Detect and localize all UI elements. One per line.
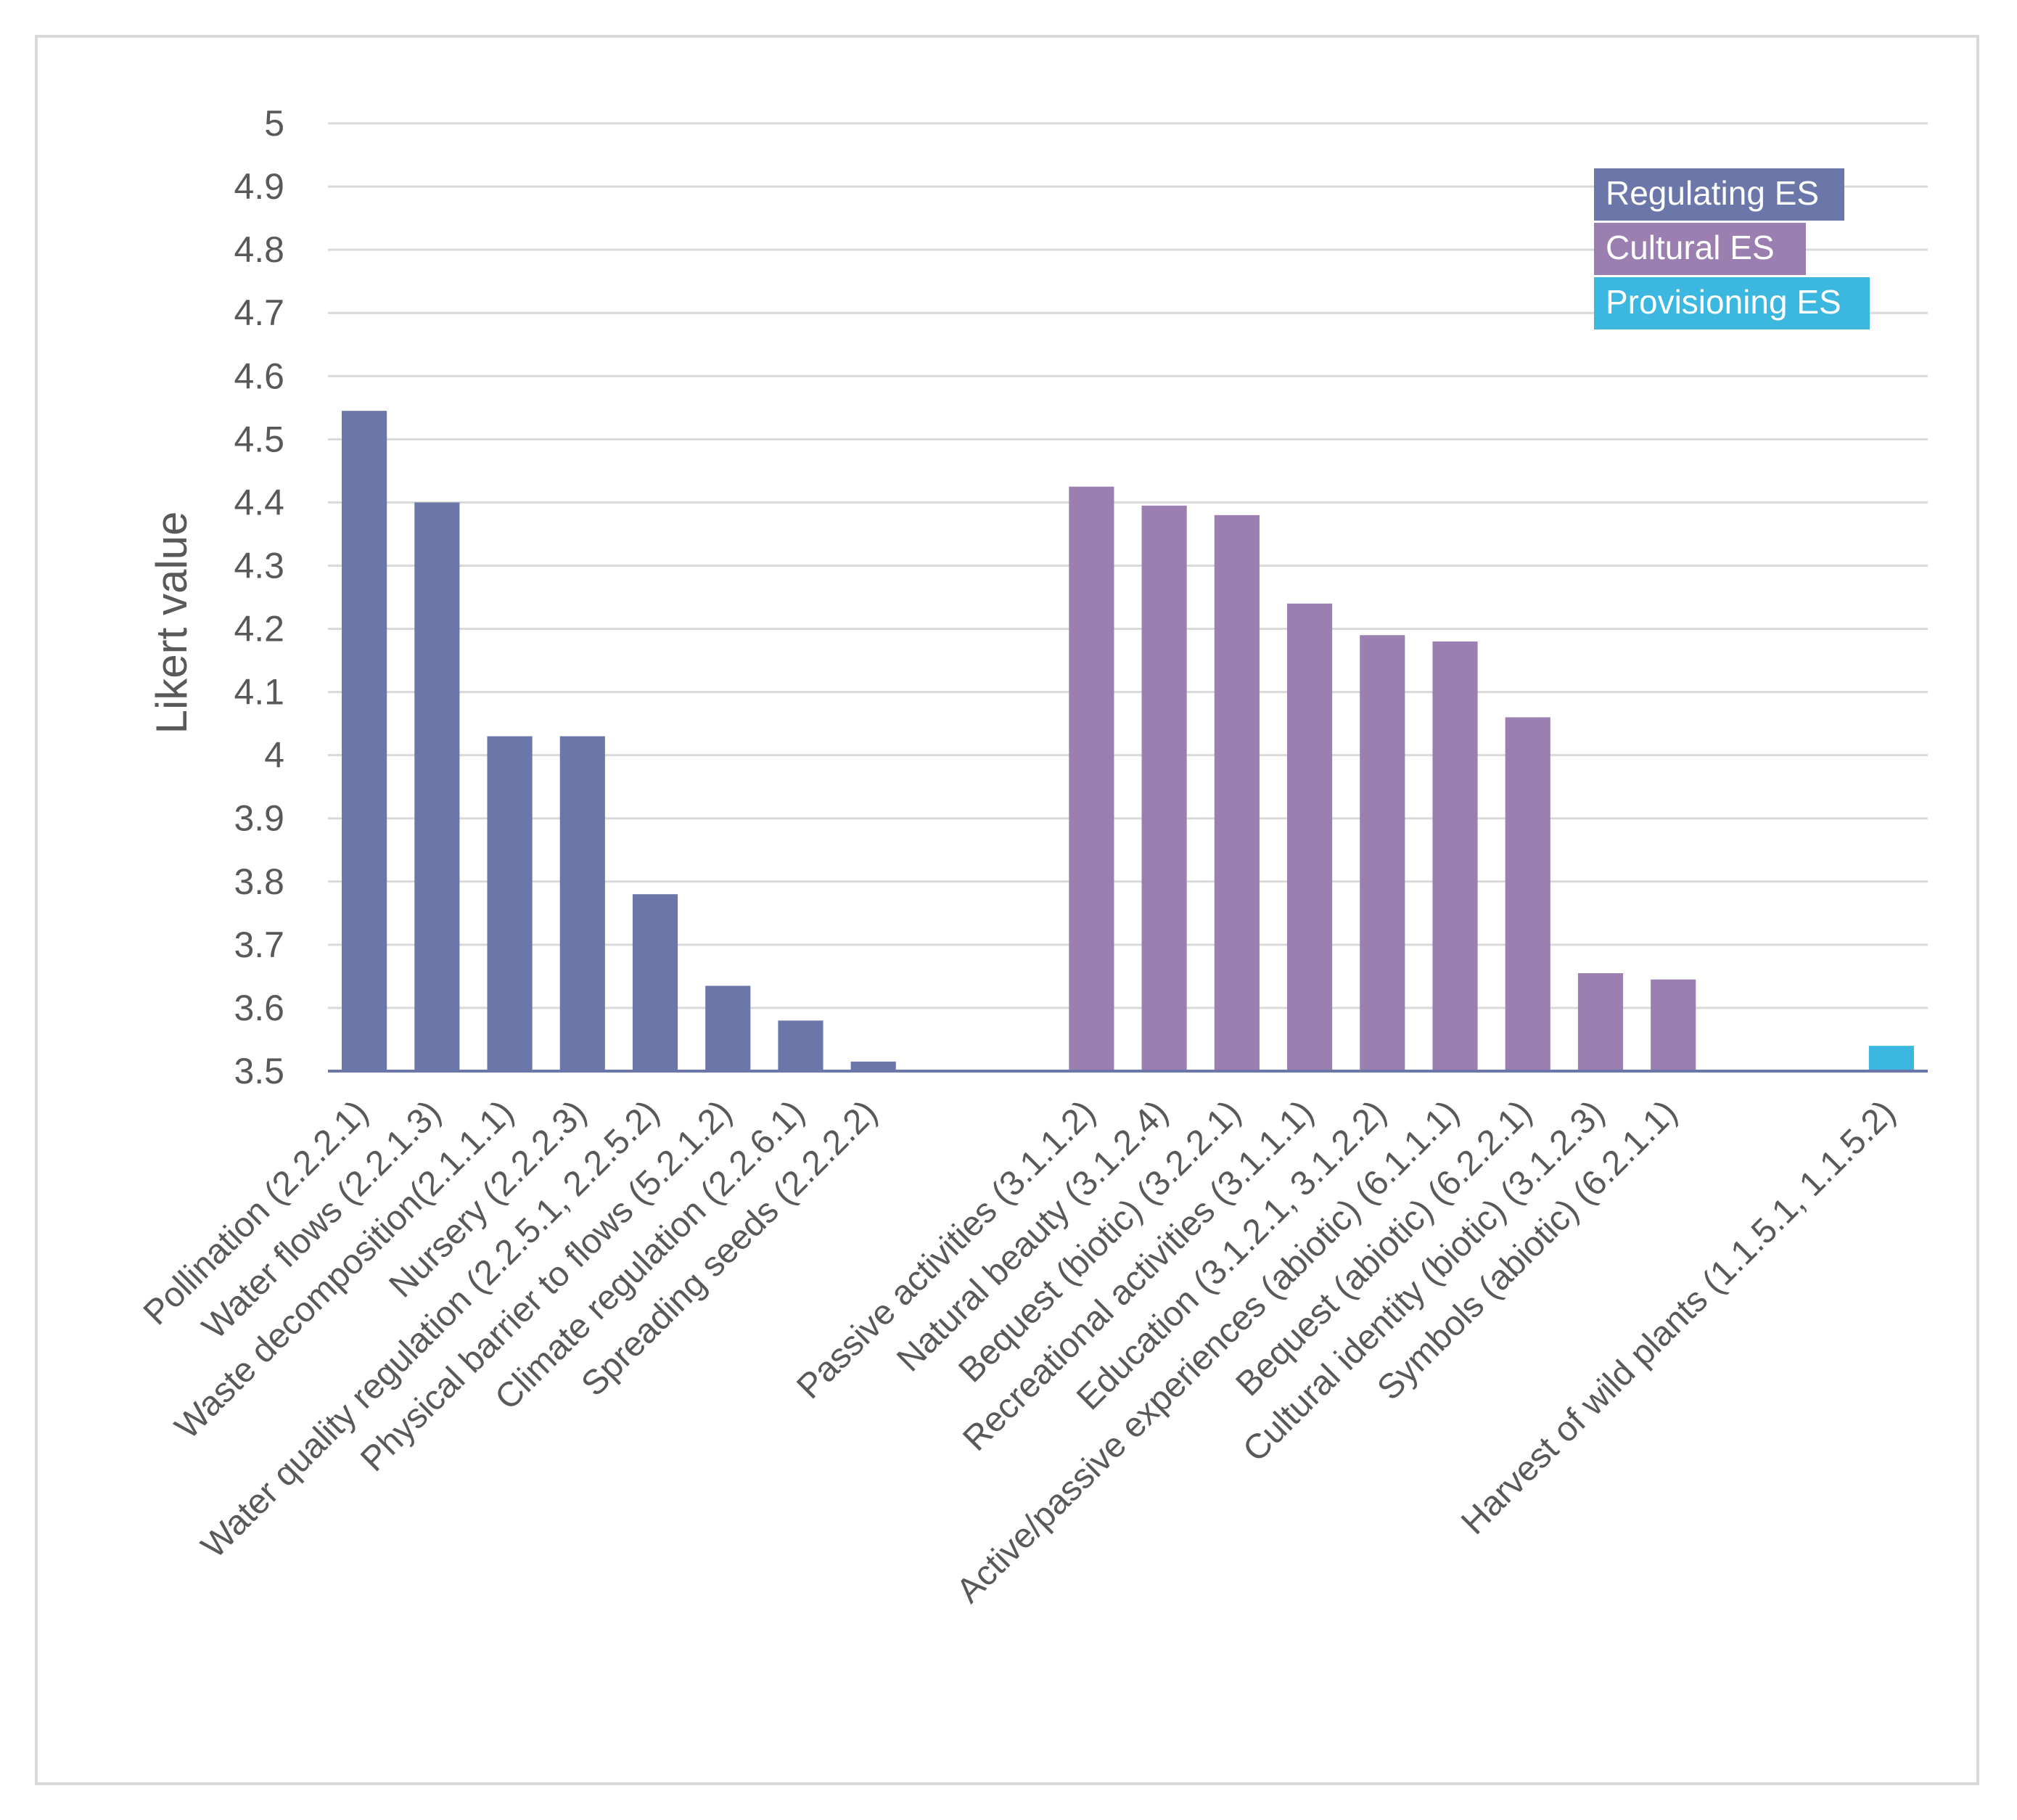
y-tick-label: 4.4	[234, 482, 284, 522]
bar-chart: 3.5 3.6 3.7 3.8 3.9 4 4.1 4.2 4.3 4.4 4.5 4.6 4.7 4.8…	[136, 103, 1928, 1610]
y-tick-label: 3.9	[234, 798, 284, 839]
bar	[1069, 486, 1114, 1071]
bar	[778, 1020, 823, 1071]
bar	[1577, 973, 1624, 1071]
bar	[414, 502, 460, 1071]
y-tick-label: 4.6	[234, 356, 284, 396]
y-axis-ticks: 3.5 3.6 3.7 3.8 3.9 4 4.1 4.2 4.3 4.4 4.5 4.6 4.7 4.8…	[234, 103, 284, 1091]
y-tick-label: 4.5	[234, 419, 284, 459]
y-tick-label: 4	[264, 735, 284, 776]
y-tick-label: 4.3	[234, 545, 284, 586]
y-axis-title: Likert value	[147, 512, 196, 734]
bars	[342, 411, 1914, 1071]
y-tick-label: 4.9	[234, 166, 284, 207]
bar	[632, 894, 678, 1071]
x-axis-category-labels: Pollination (2.2.2.1)Water flows (2.2.1.…	[136, 1093, 1903, 1610]
y-tick-label: 4.2	[234, 609, 284, 649]
bar	[342, 411, 387, 1071]
bar	[1141, 505, 1187, 1071]
bar	[1214, 515, 1260, 1071]
bar	[559, 736, 605, 1071]
y-tick-label: 4.8	[234, 229, 284, 270]
bar	[487, 736, 533, 1071]
legend-label: Provisioning ES	[1606, 283, 1841, 321]
y-tick-label: 3.8	[234, 861, 284, 902]
legend-swatch	[1594, 168, 1844, 221]
y-tick-label: 4.1	[234, 672, 284, 713]
bar	[850, 1061, 896, 1071]
y-tick-label: 3.7	[234, 925, 284, 965]
y-tick-label: 3.6	[234, 988, 284, 1028]
y-tick-label: 5	[264, 103, 284, 144]
legend-swatch	[1594, 277, 1870, 329]
bar	[705, 985, 751, 1071]
chart-frame: 3.5 3.6 3.7 3.8 3.9 4 4.1 4.2 4.3 4.4 4.5 4.6 4.7 4.8…	[35, 35, 1979, 1785]
bar	[1505, 717, 1550, 1071]
legend-swatch	[1594, 223, 1806, 275]
bar	[1360, 635, 1405, 1071]
bar	[1432, 641, 1478, 1071]
bar	[1286, 603, 1333, 1071]
legend: Regulating ES Cultural ES Provisioning ES	[1594, 168, 1870, 329]
legend-label: Cultural ES	[1606, 229, 1775, 266]
bar	[1868, 1046, 1914, 1071]
legend-label: Regulating ES	[1606, 174, 1819, 212]
bar	[1651, 979, 1696, 1071]
y-tick-label: 4.7	[234, 292, 284, 333]
y-tick-label: 3.5	[234, 1051, 284, 1091]
